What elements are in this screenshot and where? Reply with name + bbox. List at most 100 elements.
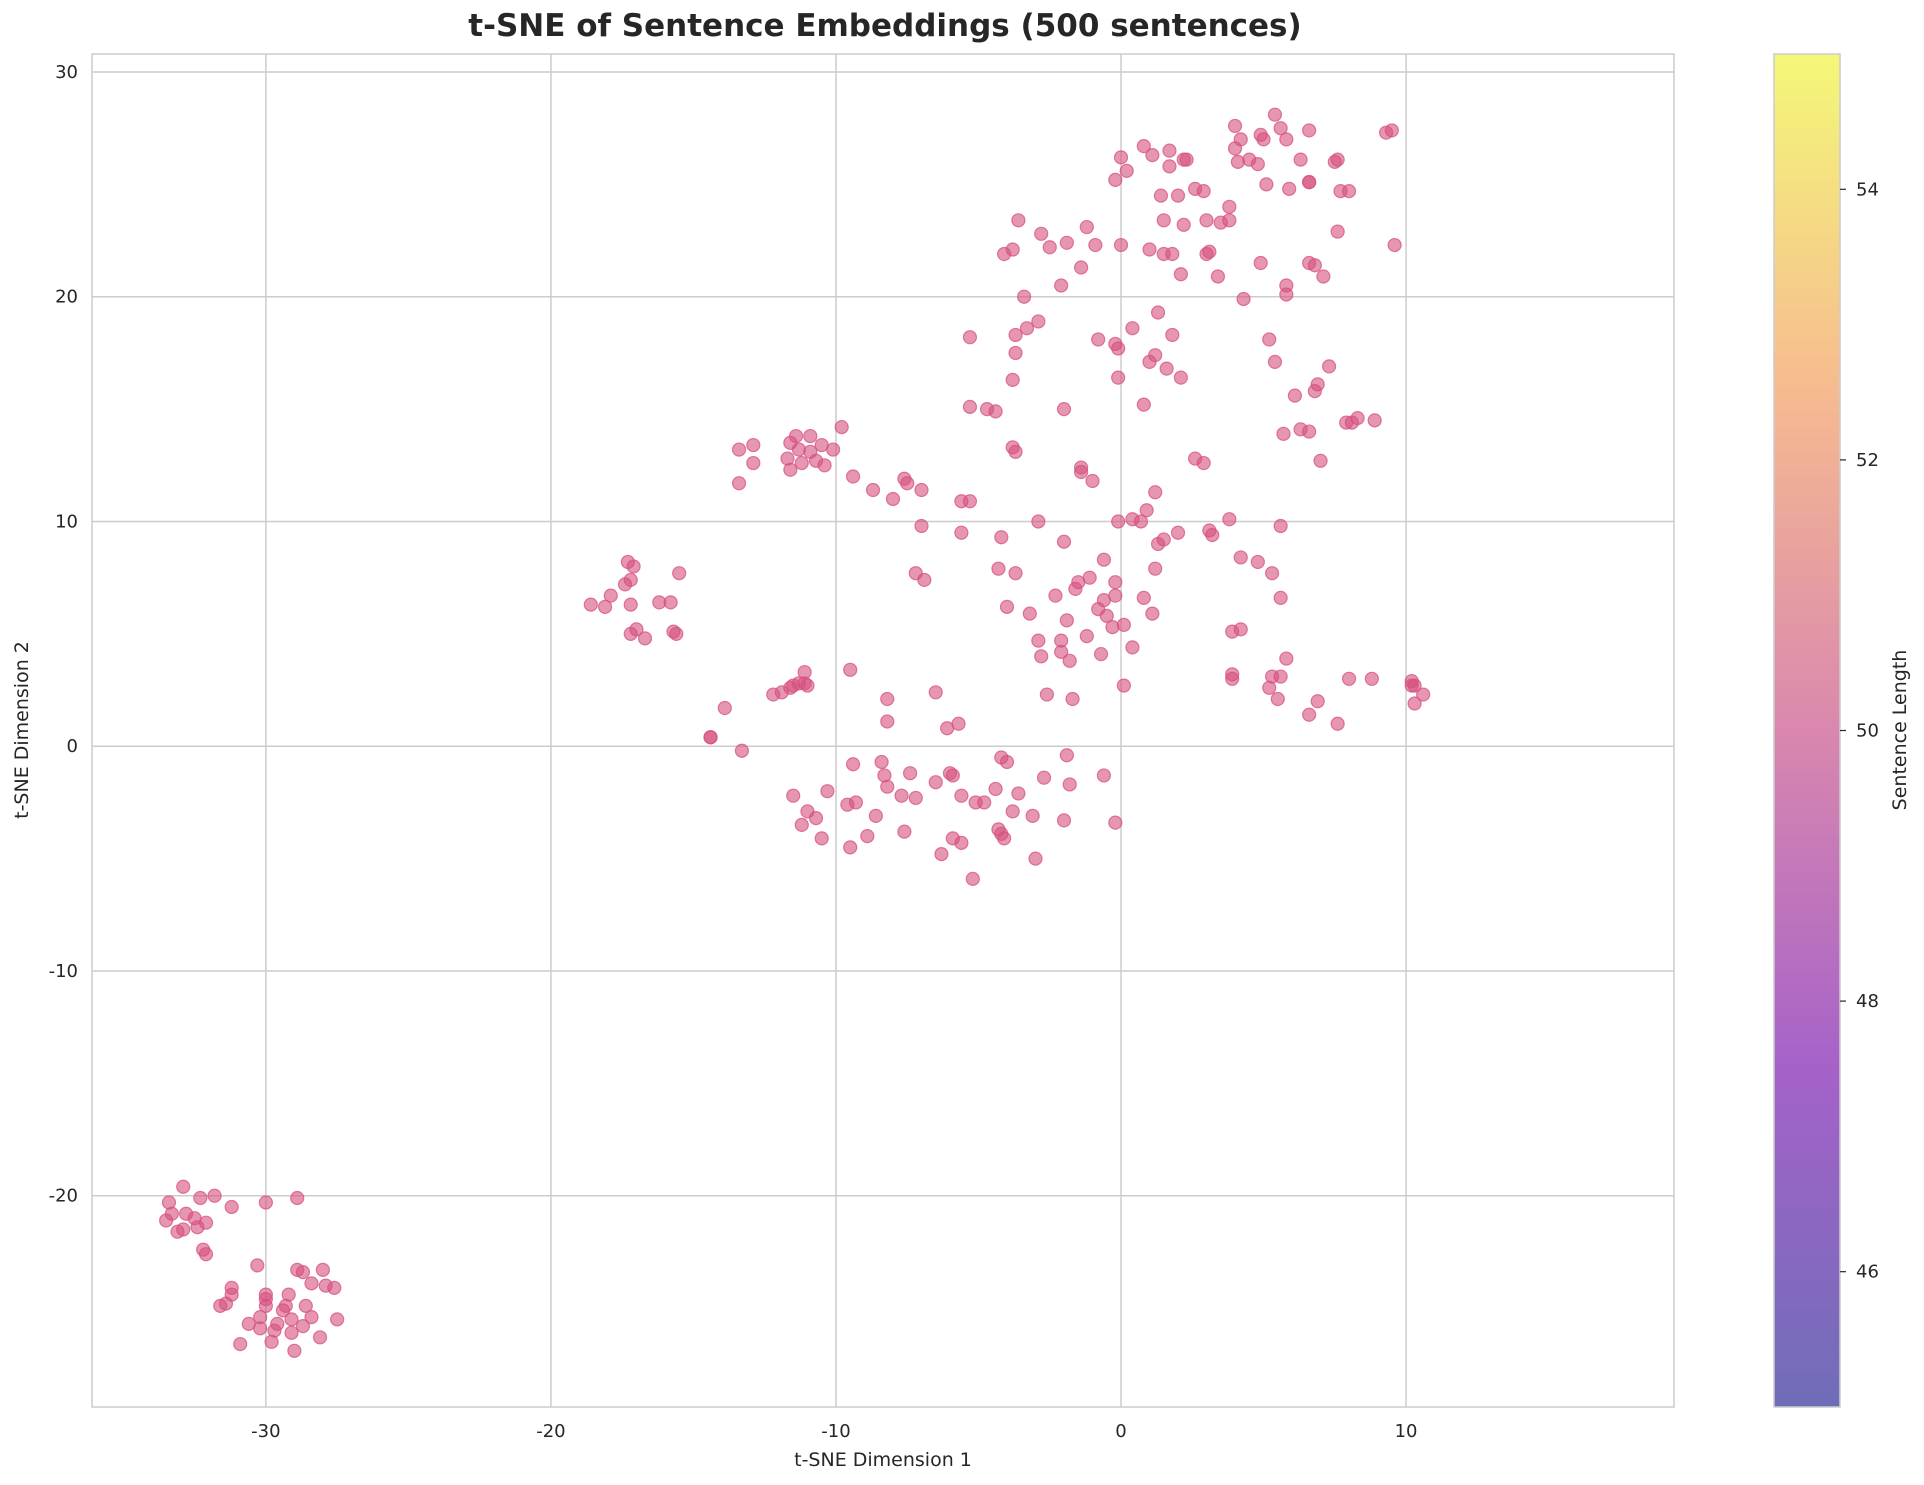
data-point <box>997 246 1012 262</box>
data-point <box>327 1280 342 1295</box>
chart-title: t-SNE of Sentence Embeddings (500 senten… <box>468 8 1302 44</box>
data-point <box>193 1190 208 1206</box>
data-point <box>817 458 832 473</box>
data-point <box>908 790 923 806</box>
data-point <box>934 847 949 862</box>
data-point <box>703 730 718 745</box>
y-axis-label: t-SNE Dimension 2 <box>11 641 33 819</box>
data-point <box>791 442 807 457</box>
data-point <box>1273 590 1288 605</box>
data-point <box>1119 163 1134 178</box>
data-point <box>945 768 960 783</box>
data-point <box>312 1330 328 1345</box>
data-point <box>1042 240 1057 255</box>
data-point <box>637 631 653 646</box>
data-point <box>1142 242 1157 257</box>
data-point <box>304 1309 319 1325</box>
data-point <box>1074 464 1089 480</box>
data-point <box>1282 181 1297 196</box>
data-point <box>1082 570 1097 585</box>
grid-lines <box>92 54 1674 1407</box>
data-point <box>1148 348 1163 363</box>
data-point <box>1108 815 1123 830</box>
data-point <box>1054 644 1069 659</box>
data-point <box>1153 188 1169 203</box>
data-point <box>1031 633 1046 648</box>
colorbar-ticks: 46 48 50 52 54 <box>1840 179 1879 1283</box>
data-point <box>1133 514 1149 529</box>
data-point <box>826 442 841 457</box>
data-point <box>1039 687 1055 702</box>
data-point <box>803 428 818 444</box>
data-point <box>1056 813 1072 828</box>
data-point <box>1105 620 1120 635</box>
data-point <box>1321 359 1337 374</box>
data-point <box>1136 397 1151 412</box>
data-point <box>224 1199 239 1215</box>
data-point <box>900 476 915 491</box>
colorbar-tick-label: 52 <box>1856 450 1879 471</box>
data-point <box>1222 512 1237 527</box>
data-point <box>663 595 678 610</box>
y-tick-label: -20 <box>49 1186 78 1207</box>
data-point <box>1062 653 1077 668</box>
data-point <box>843 662 858 677</box>
x-tick-label: -20 <box>536 1421 565 1442</box>
data-point <box>1256 132 1271 147</box>
data-point <box>1079 629 1094 644</box>
data-point <box>1416 687 1431 702</box>
data-point <box>734 743 750 758</box>
data-point <box>797 664 812 680</box>
data-point <box>1341 183 1357 199</box>
data-point <box>1162 143 1177 158</box>
data-point <box>1170 188 1186 203</box>
data-point <box>977 795 992 810</box>
data-point <box>258 1292 273 1307</box>
data-point <box>880 779 895 794</box>
data-point <box>1262 332 1277 347</box>
data-point <box>1267 354 1283 370</box>
data-point <box>1196 455 1211 471</box>
data-point <box>999 599 1015 614</box>
data-point <box>290 1190 305 1206</box>
data-point <box>1205 527 1220 543</box>
data-point <box>1022 606 1037 621</box>
data-point <box>1148 561 1163 576</box>
data-point <box>1173 370 1188 385</box>
data-point <box>1270 691 1285 707</box>
data-point <box>1310 694 1325 709</box>
data-point <box>1179 152 1194 167</box>
data-point <box>270 1316 285 1331</box>
data-point <box>298 1298 313 1313</box>
data-point <box>198 1247 214 1262</box>
data-point <box>1279 651 1294 666</box>
data-point <box>623 572 638 588</box>
x-axis-label: t-SNE Dimension 1 <box>794 1449 972 1471</box>
data-point <box>1253 255 1268 271</box>
data-point <box>902 766 918 781</box>
data-point <box>1367 413 1382 428</box>
data-point <box>1407 696 1422 711</box>
data-point <box>786 788 801 803</box>
data-point <box>717 700 732 716</box>
data-point <box>894 788 909 803</box>
data-point <box>1250 554 1265 570</box>
data-point <box>1307 258 1322 273</box>
data-point <box>746 455 761 471</box>
data-point <box>962 399 978 414</box>
data-point <box>1062 777 1077 792</box>
x-axis-ticks: -30 -20 -10 0 10 <box>251 1421 1417 1442</box>
y-axis-ticks: -20 -10 0 10 20 30 <box>49 62 78 1207</box>
data-point <box>843 840 858 855</box>
data-point <box>1250 157 1265 172</box>
data-point <box>997 831 1012 846</box>
data-point <box>1005 804 1020 819</box>
data-point <box>1230 154 1245 169</box>
data-point <box>885 491 901 507</box>
data-point <box>1025 808 1040 824</box>
data-point <box>1096 768 1112 783</box>
data-point <box>1279 132 1294 147</box>
data-point <box>315 1262 330 1278</box>
data-point <box>258 1195 273 1210</box>
data-point <box>1350 410 1365 426</box>
